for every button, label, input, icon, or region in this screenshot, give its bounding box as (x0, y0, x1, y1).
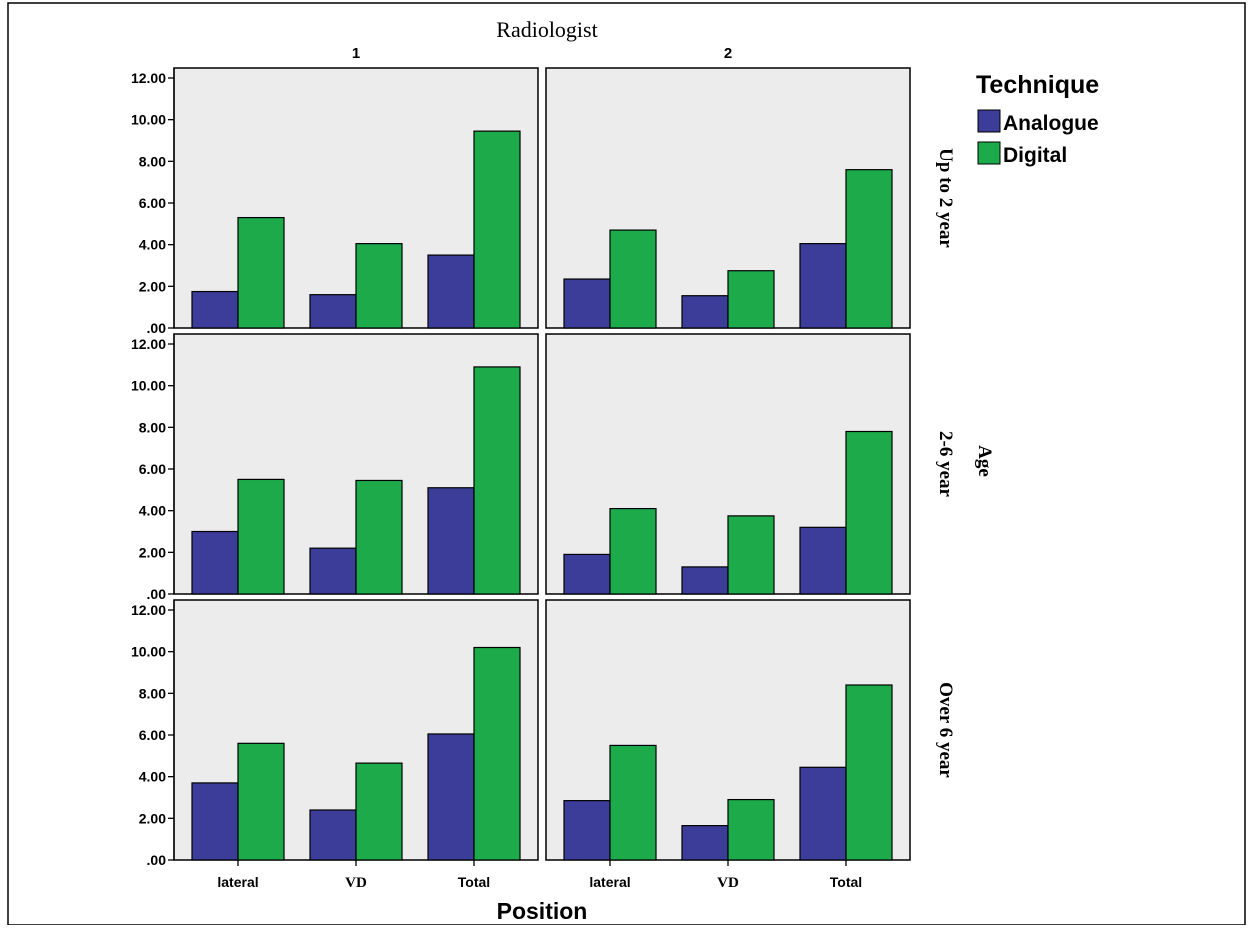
x-axis-title: Position (497, 898, 588, 924)
bar-analogue-lateral-up-to-2-year-col-2 (563, 278, 611, 329)
bar-analogue-lateral-up-to-2-year-col-1 (191, 290, 239, 329)
y-tick-label: 12.00 (131, 70, 166, 86)
x-tick-label-lateral: lateral (217, 874, 258, 890)
bar-analogue-lateral-over-6-year-col-1 (191, 782, 239, 861)
x-tick-label-lateral: lateral (589, 874, 630, 890)
row-facet-label-up-to-2-year: Up to 2 year (935, 148, 956, 248)
y-tick-label: 6.00 (139, 727, 166, 743)
bar-analogue-vd-over-6-year-col-2 (681, 825, 729, 861)
bar-analogue-vd-up-to-2-year-col-1 (309, 294, 357, 329)
x-tick-label-vd: VD (345, 875, 367, 891)
bar-digital-vd-over-6-year-col-2 (727, 798, 775, 861)
bar-analogue-total-up-to-2-year-col-2 (799, 243, 847, 329)
x-tick-label-vd: VD (717, 875, 739, 891)
bar-digital-vd-2-6-year-col-1 (355, 479, 403, 595)
bar-digital-vd-up-to-2-year-col-2 (727, 270, 775, 329)
bar-digital-lateral-over-6-year-col-1 (237, 742, 285, 861)
bar-digital-lateral-2-6-year-col-1 (237, 478, 285, 595)
y-tick-label: 12.00 (131, 336, 166, 352)
row-group-title: Age (974, 445, 995, 477)
y-tick-label: 4.00 (139, 503, 166, 519)
y-tick-label: 6.00 (139, 461, 166, 477)
bar-digital-lateral-up-to-2-year-col-1 (237, 216, 285, 329)
row-facet-label-over-6-year: Over 6 year (935, 682, 956, 778)
column-group-title: Radiologist (496, 17, 597, 42)
bar-digital-total-up-to-2-year-col-1 (473, 130, 521, 329)
legend-label-digital: Digital (1003, 144, 1067, 167)
row-facet-label-2-6-year: 2-6 year (935, 431, 956, 498)
bar-analogue-lateral-2-6-year-col-2 (563, 553, 611, 595)
column-facet-label-2: 2 (724, 45, 732, 62)
bar-analogue-lateral-2-6-year-col-1 (191, 530, 239, 595)
legend-swatch-analogue (977, 109, 1001, 133)
y-tick-label: 10.00 (131, 644, 166, 660)
y-tick-label: 2.00 (139, 278, 166, 294)
bar-analogue-total-up-to-2-year-col-1 (427, 254, 475, 329)
y-tick-label: 8.00 (139, 685, 166, 701)
y-tick-label: 8.00 (139, 419, 166, 435)
legend-label-analogue: Analogue (1003, 112, 1099, 135)
y-tick-label: 2.00 (139, 810, 166, 826)
y-tick-label: .00 (147, 586, 167, 602)
column-facet-label-1: 1 (352, 45, 360, 62)
bar-digital-lateral-over-6-year-col-2 (609, 744, 657, 861)
y-tick-label: 10.00 (131, 112, 166, 128)
bar-analogue-total-2-6-year-col-1 (427, 487, 475, 595)
bar-analogue-total-over-6-year-col-1 (427, 733, 475, 861)
bar-analogue-vd-up-to-2-year-col-2 (681, 295, 729, 329)
bar-digital-total-2-6-year-col-1 (473, 366, 521, 595)
bar-digital-vd-up-to-2-year-col-1 (355, 243, 403, 329)
x-tick-label-total: Total (830, 874, 862, 890)
bar-digital-vd-over-6-year-col-1 (355, 762, 403, 861)
y-tick-label: 10.00 (131, 378, 166, 394)
bar-digital-vd-2-6-year-col-2 (727, 515, 775, 595)
bar-digital-lateral-2-6-year-col-2 (609, 507, 657, 595)
y-tick-label: 8.00 (139, 153, 166, 169)
bar-analogue-vd-over-6-year-col-1 (309, 809, 357, 861)
bar-analogue-vd-2-6-year-col-1 (309, 547, 357, 595)
bar-digital-total-up-to-2-year-col-2 (845, 169, 893, 329)
bar-digital-total-over-6-year-col-2 (845, 684, 893, 861)
x-tick-label-total: Total (458, 874, 490, 890)
bar-digital-total-over-6-year-col-1 (473, 646, 521, 861)
y-tick-label: 12.00 (131, 602, 166, 618)
bar-analogue-vd-2-6-year-col-2 (681, 566, 729, 595)
bar-analogue-lateral-over-6-year-col-2 (563, 800, 611, 861)
y-tick-label: .00 (147, 320, 167, 336)
y-tick-label: 2.00 (139, 544, 166, 560)
y-tick-label: 4.00 (139, 237, 166, 253)
y-tick-label: 4.00 (139, 769, 166, 785)
legend-title: Technique (976, 71, 1099, 99)
bar-analogue-total-2-6-year-col-2 (799, 526, 847, 595)
y-tick-label: .00 (147, 852, 167, 868)
y-tick-label: 6.00 (139, 195, 166, 211)
bar-digital-total-2-6-year-col-2 (845, 430, 893, 595)
bar-digital-lateral-up-to-2-year-col-2 (609, 229, 657, 329)
bar-analogue-total-over-6-year-col-2 (799, 766, 847, 861)
legend-swatch-digital (977, 141, 1001, 165)
